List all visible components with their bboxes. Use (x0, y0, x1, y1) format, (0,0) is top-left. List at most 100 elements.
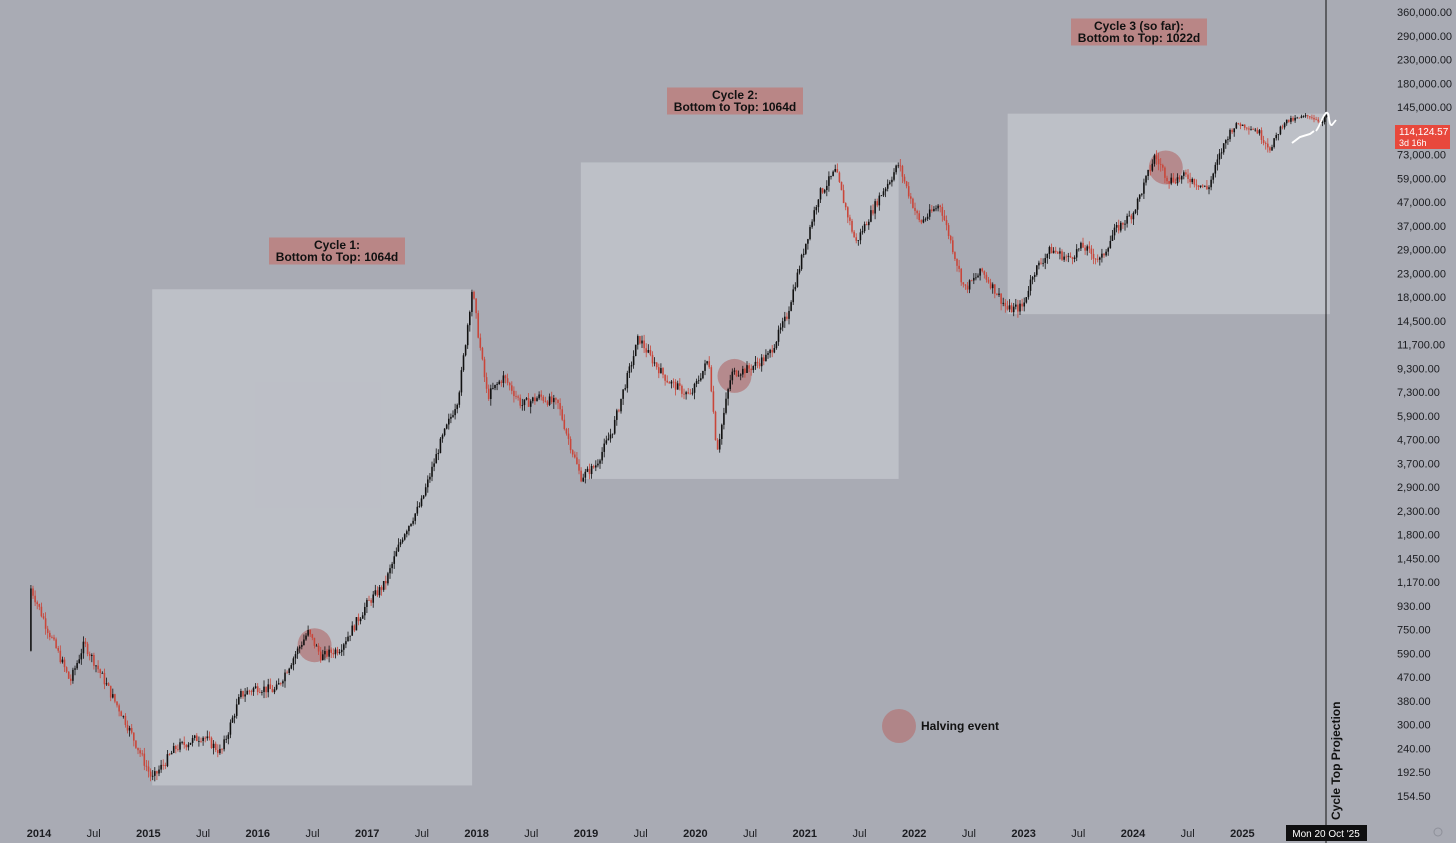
candle (683, 388, 685, 400)
candle (624, 384, 627, 391)
candle (1172, 172, 1175, 184)
candle (821, 187, 824, 194)
candle (758, 358, 761, 369)
candle (920, 219, 923, 225)
candle (637, 334, 639, 350)
candle (695, 378, 698, 388)
candle (177, 744, 179, 752)
candle (1057, 250, 1059, 255)
candle (897, 162, 900, 169)
candle (214, 741, 217, 753)
candle (618, 408, 620, 413)
candle (538, 391, 540, 400)
candle (84, 637, 87, 648)
candle (517, 394, 519, 401)
candle (899, 158, 902, 172)
y-tick-label: 73,000.00 (1397, 150, 1446, 162)
candle (294, 651, 297, 665)
candle (672, 378, 675, 388)
candle (315, 643, 318, 647)
candle (991, 282, 994, 294)
candle (576, 451, 578, 465)
y-tick-label: 37,000.00 (1397, 221, 1446, 233)
candle (947, 222, 950, 240)
candle (1229, 128, 1231, 142)
candle (61, 656, 64, 664)
gear-icon[interactable] (1433, 827, 1443, 837)
candle (420, 495, 423, 508)
y-tick-label: 360,000.00 (1397, 7, 1452, 19)
candle (907, 182, 910, 199)
candle (1227, 136, 1229, 145)
candle (620, 398, 622, 414)
candle (250, 689, 253, 696)
candle (700, 373, 702, 382)
candle (109, 685, 112, 702)
y-tick-label: 3,700.00 (1397, 458, 1440, 470)
candle (101, 671, 104, 674)
candle (582, 473, 585, 483)
candle (412, 517, 414, 526)
candle (1294, 115, 1296, 123)
projection-path (1291, 130, 1315, 144)
candle (681, 384, 683, 398)
candle (643, 334, 645, 353)
candle (244, 688, 246, 702)
candle (592, 464, 595, 469)
candle (800, 253, 803, 271)
candle (542, 395, 545, 404)
candle (403, 533, 406, 541)
candle (626, 370, 629, 393)
candle (1241, 124, 1244, 127)
candle (555, 397, 557, 405)
candle (952, 236, 954, 255)
x-tick-label: 2014 (27, 828, 52, 840)
candle (515, 390, 517, 400)
candle (70, 674, 72, 686)
candle (206, 730, 209, 741)
candle (1296, 116, 1299, 119)
candle (1115, 222, 1118, 233)
candle (82, 636, 85, 659)
candle (217, 744, 219, 758)
candle (981, 267, 984, 273)
candle (884, 187, 887, 198)
candle (912, 197, 914, 209)
candle (859, 228, 862, 245)
candle (466, 323, 469, 349)
candle (166, 749, 169, 768)
candle (817, 199, 820, 213)
candle (382, 580, 385, 592)
candle (960, 267, 963, 286)
candle (826, 180, 828, 197)
candle (779, 323, 782, 334)
candle (987, 276, 990, 284)
x-tick-label: 2016 (246, 828, 270, 840)
candle (1082, 237, 1084, 248)
x-tick-label: Jul (524, 828, 538, 840)
candle (296, 646, 299, 659)
current-price-value: 114,124.57 (1399, 127, 1449, 138)
candle (408, 525, 410, 536)
candle (1166, 175, 1168, 185)
candle (1306, 114, 1309, 119)
candle (464, 344, 467, 357)
candle (1134, 209, 1137, 215)
candle (290, 663, 293, 670)
candle (553, 394, 555, 409)
candle (1141, 193, 1143, 197)
candle (338, 649, 341, 655)
candle (1231, 128, 1233, 135)
candle (544, 396, 547, 403)
candle (107, 682, 110, 687)
candle (1185, 169, 1187, 178)
y-tick-label: 11,700.00 (1397, 340, 1445, 352)
candle (429, 472, 431, 483)
candle (1088, 241, 1091, 254)
candle (851, 218, 853, 234)
x-tick-label: 2015 (136, 828, 160, 840)
candle (970, 279, 973, 282)
y-tick-label: 750.00 (1397, 625, 1431, 637)
